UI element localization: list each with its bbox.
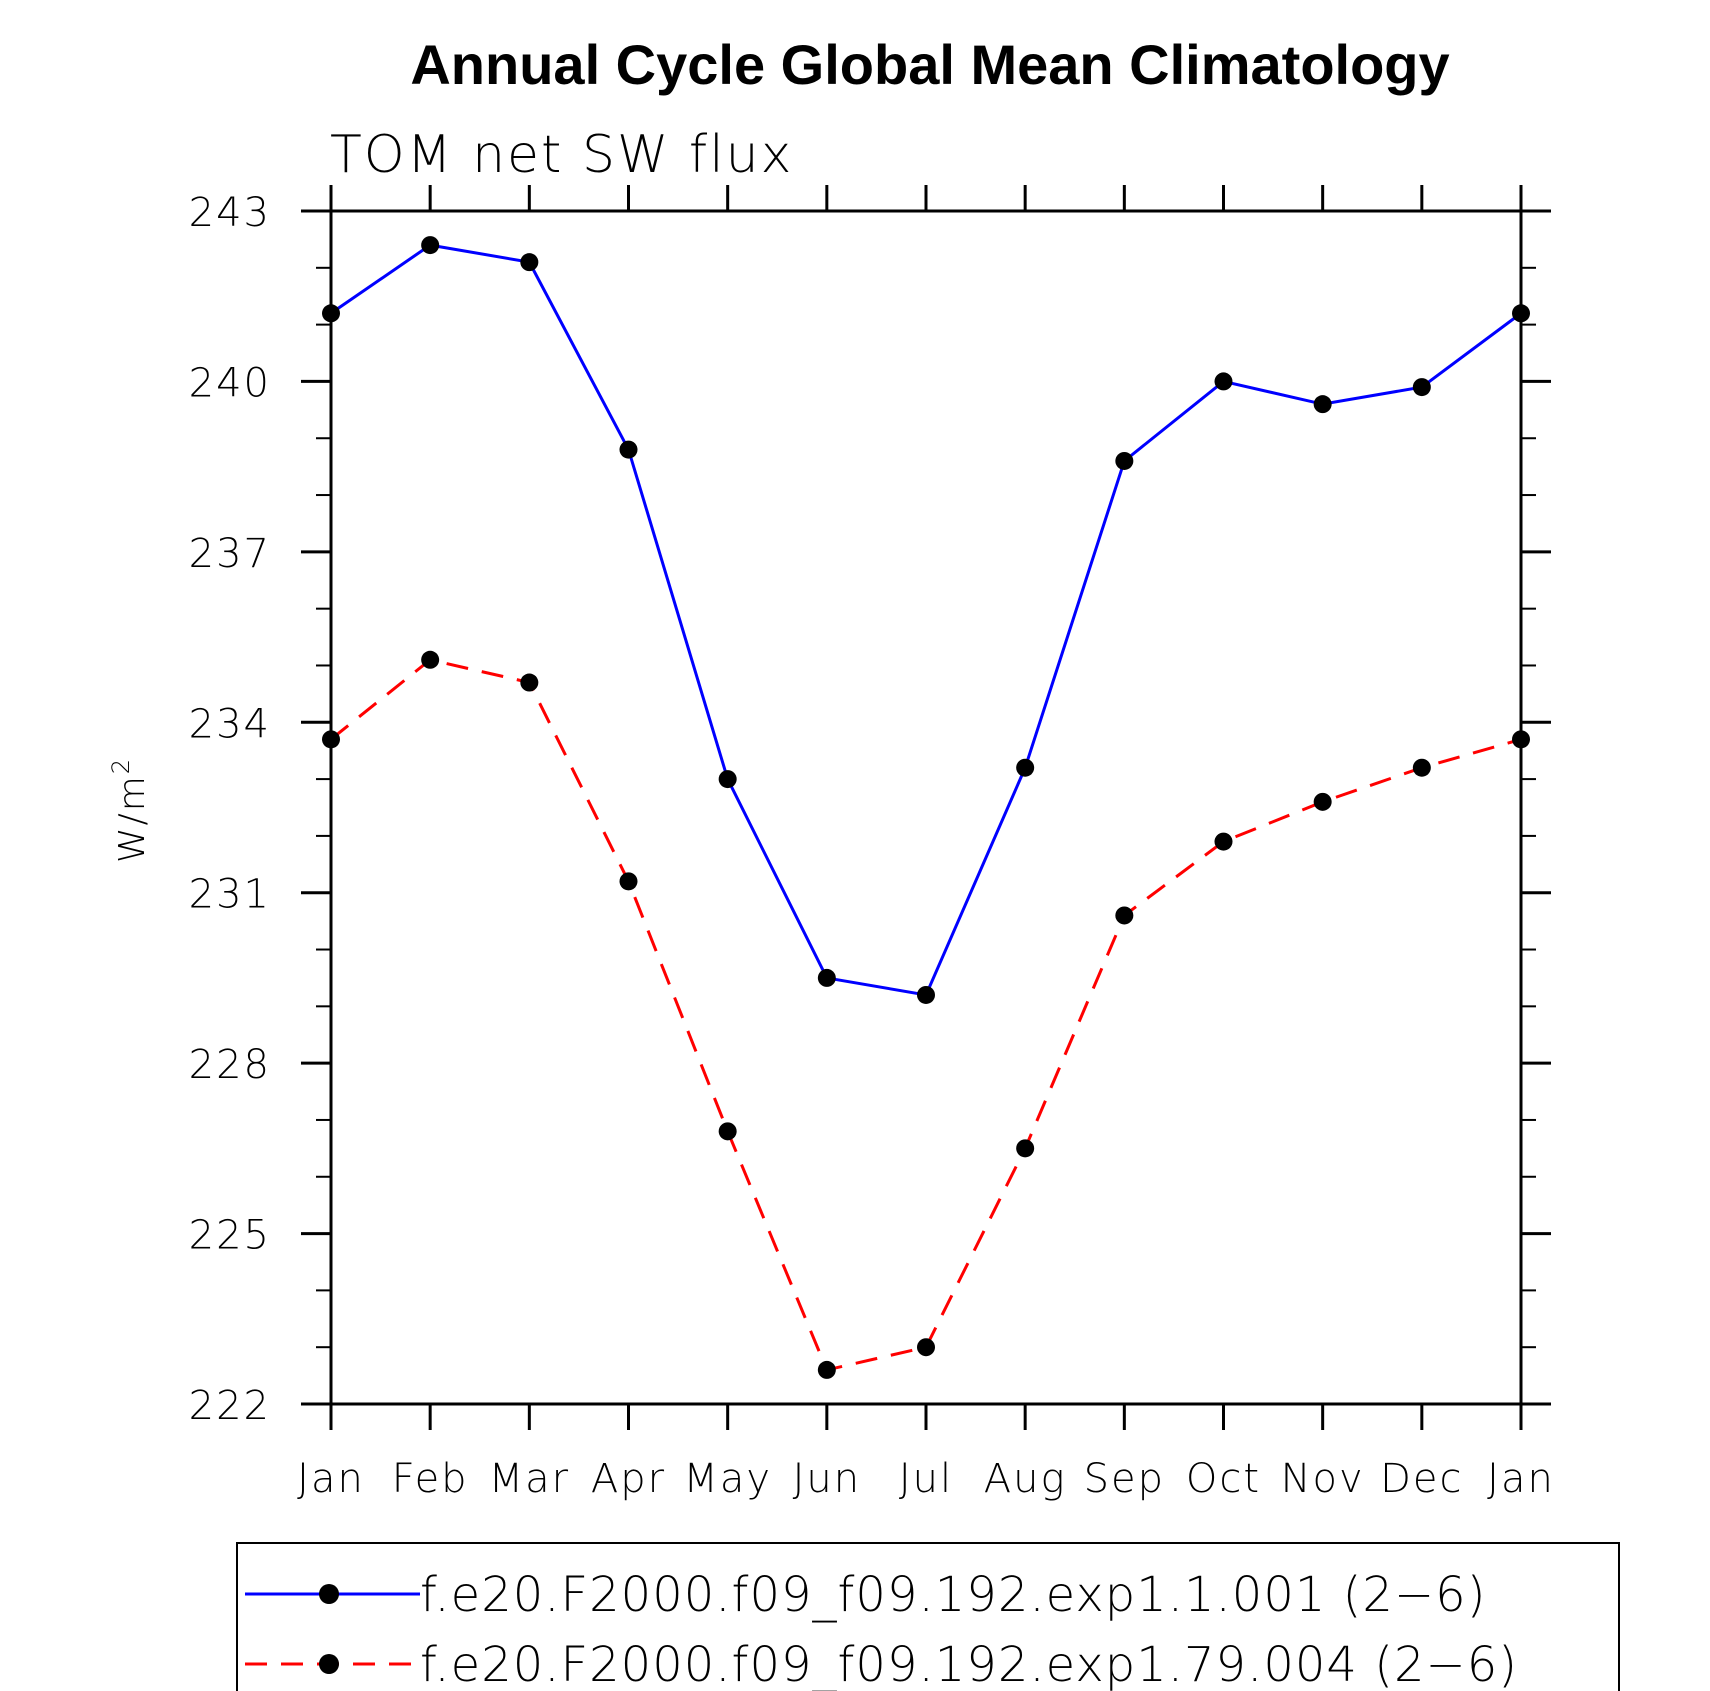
series-line-1 <box>330 243 1522 997</box>
axes: Jan Feb Mar Apr May Jun Jul Aug Sep Oct Nov Dec Jan 2… <box>189 185 1555 1502</box>
legend: f.e20.F2000.f09_f09.192.exp1.1.001 (2−6)… <box>236 1542 1620 1691</box>
y-axis-label: W/m2 <box>107 757 153 863</box>
series-1-point <box>520 253 539 272</box>
series-1-point <box>619 440 638 459</box>
series-1-point <box>1016 758 1035 777</box>
x-tick-label: Oct <box>1186 1456 1261 1502</box>
x-tick-label: Jan <box>297 1456 365 1502</box>
y-tick-label: 228 <box>189 1042 271 1088</box>
x-tick-label: Jan <box>1487 1456 1555 1502</box>
x-tick-label: Feb <box>392 1456 469 1502</box>
series-2-point <box>520 673 539 692</box>
x-tick-label: May <box>683 1456 772 1502</box>
series-1-point <box>1115 451 1134 470</box>
x-tick-label: Mar <box>489 1456 570 1502</box>
series-2-point <box>1512 730 1530 749</box>
legend-entry-label-2: f.e20.F2000.f09_f09.192.exp1.79.004 (2−6… <box>420 1637 1518 1691</box>
y-axis-label-text: W/m <box>112 774 153 863</box>
x-tick-label: Sep <box>1084 1456 1165 1502</box>
series-1-point <box>421 236 440 255</box>
x-tick-label: Jul <box>899 1456 953 1502</box>
series-2-point <box>619 872 638 891</box>
series-2-point <box>421 650 440 669</box>
y-tick-label: 243 <box>189 190 271 236</box>
legend-swatch-marker-2 <box>319 1654 339 1674</box>
y-tick-label: 225 <box>189 1213 271 1259</box>
series-2-point <box>917 1338 935 1357</box>
series-1-point <box>1214 372 1233 391</box>
plot-frame <box>329 209 1523 1406</box>
y-tick-label: 231 <box>189 872 271 918</box>
series-2-point <box>322 730 340 749</box>
series-1-point <box>1313 395 1332 414</box>
legend-swatch-marker-1 <box>319 1584 339 1604</box>
y-tick-label: 222 <box>189 1383 271 1429</box>
series-1-point <box>1512 304 1530 323</box>
x-tick-label: Dec <box>1380 1456 1463 1502</box>
series-1-point <box>1412 378 1431 397</box>
x-tick-label: Aug <box>984 1456 1067 1502</box>
y-tick-label: 234 <box>189 701 271 747</box>
series-2-point <box>1016 1139 1035 1158</box>
series-2-point <box>817 1360 836 1379</box>
series-1-point <box>917 985 935 1004</box>
x-tick-label: Apr <box>591 1456 666 1502</box>
series-2-point <box>1412 758 1431 777</box>
legend-box <box>236 1542 1620 1691</box>
chart-title: Annual Cycle Global Mean Climatology <box>410 33 1449 96</box>
y-axis-label-superscript: 2 <box>107 757 135 774</box>
series-1-point <box>718 770 737 789</box>
series-line-2 <box>330 658 1522 1372</box>
series-2-point <box>1214 832 1233 851</box>
series-1-point <box>322 304 340 323</box>
x-tick-label: Jun <box>793 1456 862 1502</box>
chart-subtitle: TOM net SW flux <box>330 125 793 185</box>
y-tick-label: 237 <box>189 531 271 577</box>
y-tick-label: 240 <box>189 360 271 406</box>
x-tick-label: Nov <box>1281 1456 1365 1502</box>
series-2-point <box>718 1122 737 1141</box>
series-layer <box>322 236 1530 1379</box>
series-2-point <box>1313 792 1332 811</box>
series-1-point <box>817 968 836 987</box>
legend-entry-label-1: f.e20.F2000.f09_f09.192.exp1.1.001 (2−6) <box>420 1567 1486 1623</box>
series-2-point <box>1115 906 1134 925</box>
